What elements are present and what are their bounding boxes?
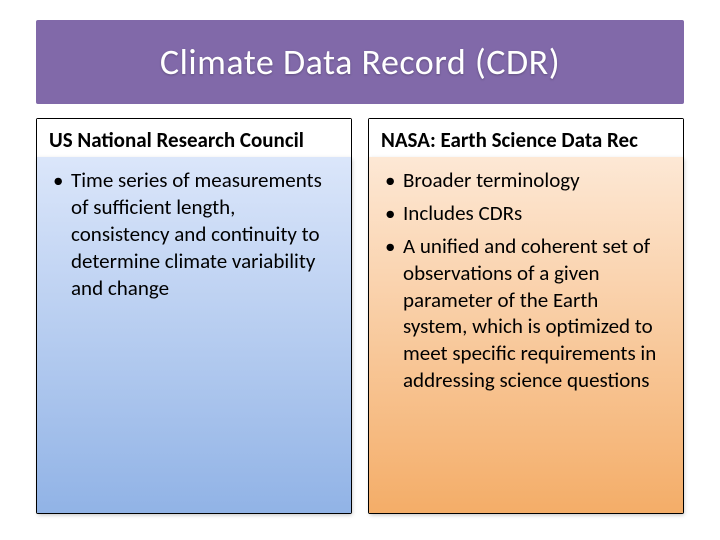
list-item: Broader terminology [383, 167, 667, 194]
column-right-body: Broader terminology Includes CDRs A unifie… [369, 157, 683, 513]
slide: Climate Data Record (CDR) US National Re… [0, 0, 720, 540]
list-item: A unified and coherent set of observatio… [383, 233, 667, 394]
column-right-list: Broader terminology Includes CDRs A unifie… [383, 167, 667, 394]
column-left-heading: US National Research Council [37, 119, 351, 157]
columns-row: US National Research Council Time series… [36, 118, 684, 514]
slide-title: Climate Data Record (CDR) [160, 40, 560, 84]
list-item: Includes CDRs [383, 200, 667, 227]
column-right-heading: NASA: Earth Science Data Rec [369, 119, 683, 157]
list-item: Time series of measurements of sufficien… [51, 167, 335, 301]
column-left-body: Time series of measurements of sufficien… [37, 157, 351, 513]
title-bar: Climate Data Record (CDR) [36, 20, 684, 104]
column-left-list: Time series of measurements of sufficien… [51, 167, 335, 301]
column-right: NASA: Earth Science Data Rec Broader ter… [368, 118, 684, 514]
column-left: US National Research Council Time series… [36, 118, 352, 514]
